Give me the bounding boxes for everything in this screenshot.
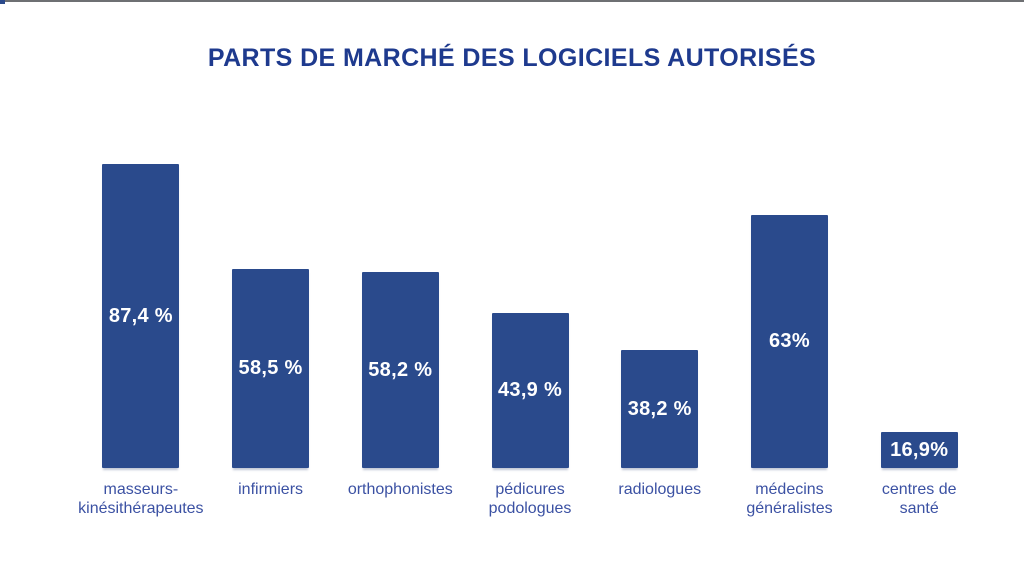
corner-accent (0, 0, 5, 4)
bar: 58,2 % (361, 272, 439, 468)
bar-value-label: 38,2 % (627, 397, 692, 420)
bar-value-label: 63% (768, 330, 810, 352)
top-border-line (0, 0, 1024, 2)
bar: 38,2 % (621, 350, 699, 468)
bar-value-label: 16,9% (890, 438, 949, 461)
category-label: masseurs- kinésithérapeutes (78, 481, 204, 517)
category-label: centres de santé (881, 481, 957, 517)
bar-value-label: 87,4 % (108, 304, 173, 327)
bar-group: 43,9 % pédicures podologues (465, 148, 595, 518)
bar-value-label: 58,5 % (238, 357, 303, 379)
category-label: pédicures podologues (488, 481, 572, 517)
bar-value-label: 43,9 % (497, 379, 563, 401)
bar: 43,9 % (491, 313, 569, 468)
bar: 87,4 % (102, 164, 180, 468)
category-label: médecins généralistes (746, 481, 833, 517)
bar: 16,9% (880, 432, 958, 468)
category-label: orthophonistes (347, 481, 453, 498)
bar: 63% (750, 215, 828, 468)
bar-group: 87,4 % masseurs- kinésithérapeutes (76, 148, 206, 518)
bar-group: 58,2 % orthophonistes (335, 148, 465, 518)
bar-group: 16,9% centres de santé (854, 148, 984, 518)
bar-group: 58,5 % infirmiers (206, 148, 336, 518)
category-label: radiologues (618, 481, 702, 498)
bar-group: 63% médecins généralistes (725, 148, 855, 518)
bar: 58,5 % (232, 269, 310, 468)
chart-title: PARTS DE MARCHÉ DES LOGICIELS AUTORISÉS (207, 44, 817, 72)
category-label: infirmiers (238, 481, 304, 498)
bar-group: 38,2 % radiologues (595, 148, 725, 518)
plot-area: 87,4 % masseurs- kinésithérapeutes 58,5 … (76, 148, 984, 518)
bar-value-label: 58,2 % (368, 358, 433, 381)
